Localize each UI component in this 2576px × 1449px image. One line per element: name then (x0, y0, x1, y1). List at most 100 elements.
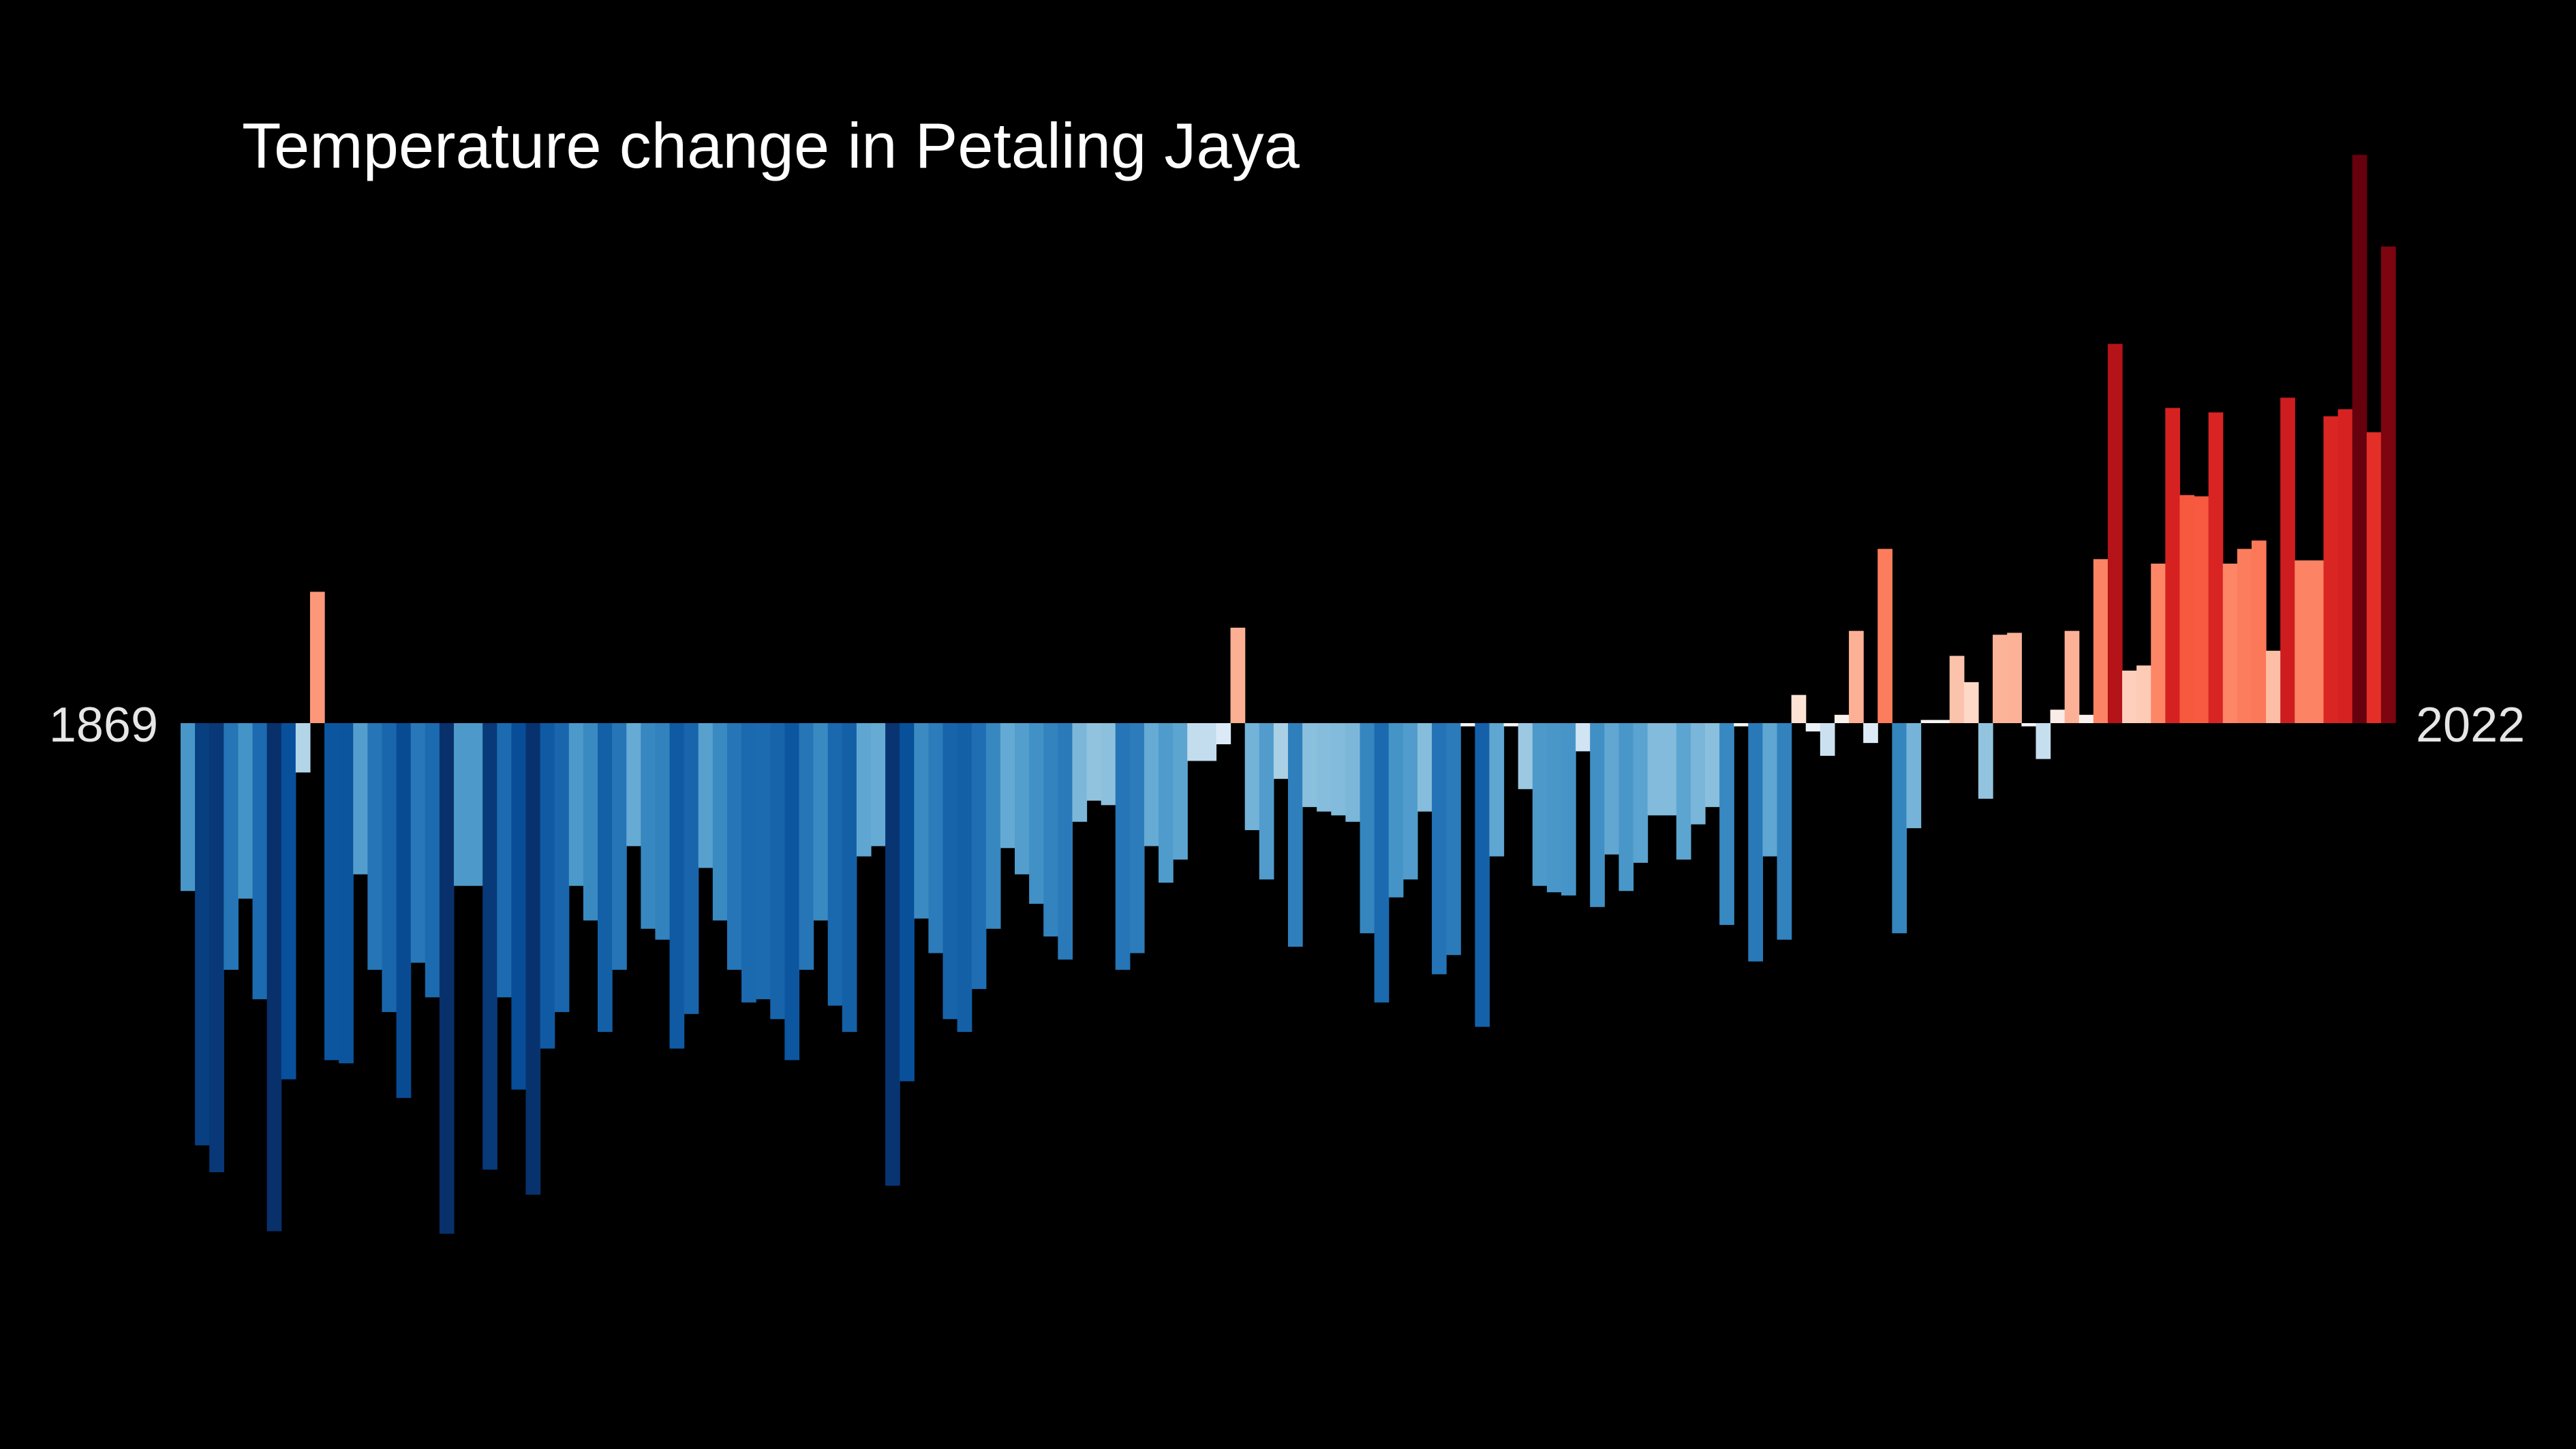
bar-2006 (2151, 563, 2166, 723)
bar-2008 (2179, 495, 2195, 723)
bar-1986 (1863, 723, 1878, 744)
bar-1883 (382, 723, 397, 1012)
bar-1996 (2007, 632, 2022, 723)
bar-1929 (1043, 723, 1058, 937)
bar-1976 (1719, 723, 1734, 926)
bar-1878 (309, 592, 325, 723)
bar-1959 (1475, 723, 1490, 1027)
bar-1903 (669, 723, 685, 1049)
bar-1904 (684, 723, 699, 1014)
bar-1947 (1302, 723, 1317, 808)
bar-1979 (1762, 723, 1778, 857)
bar-1960 (1489, 723, 1505, 857)
bar-1995 (1993, 635, 2008, 723)
bar-1906 (712, 723, 728, 921)
bar-2000 (2064, 630, 2080, 723)
bar-1874 (252, 723, 268, 1000)
bar-1922 (942, 723, 958, 1020)
bar-2017 (2309, 560, 2325, 723)
bar-1925 (985, 723, 1001, 929)
bar-1981 (1791, 695, 1807, 723)
bar-1982 (1805, 723, 1821, 732)
bar-1955 (1417, 723, 1432, 812)
bar-2013 (2251, 540, 2267, 723)
bar-1948 (1317, 723, 1332, 812)
bar-1924 (971, 723, 987, 990)
bar-1892 (511, 723, 527, 1090)
bar-1930 (1058, 723, 1073, 960)
bar-1975 (1705, 723, 1720, 808)
bar-2022 (2380, 246, 2396, 723)
bar-1905 (698, 723, 714, 868)
bar-1908 (741, 723, 756, 1003)
bar-1961 (1503, 723, 1519, 727)
bar-1902 (655, 723, 671, 940)
bar-1933 (1101, 723, 1116, 806)
bar-1927 (1015, 723, 1030, 874)
bar-1919 (900, 723, 915, 1082)
bar-1952 (1374, 723, 1390, 1003)
bar-1939 (1187, 723, 1202, 761)
bar-1909 (756, 723, 771, 1000)
bar-1896 (568, 723, 584, 886)
bar-1945 (1273, 723, 1289, 779)
bar-1983 (1820, 723, 1835, 756)
bar-1964 (1546, 723, 1562, 893)
bar-1989 (1906, 723, 1922, 829)
bar-2019 (2337, 409, 2353, 723)
bar-1891 (497, 723, 512, 998)
bar-1881 (353, 723, 368, 874)
bar-1987 (1877, 549, 1892, 723)
bar-1895 (554, 723, 570, 1012)
bar-1951 (1360, 723, 1375, 934)
bar-1882 (367, 723, 383, 970)
bar-1870 (195, 723, 210, 1146)
bar-2007 (2165, 408, 2181, 723)
bar-1991 (1935, 720, 1950, 723)
bar-1887 (439, 723, 455, 1234)
bar-1990 (1920, 720, 1936, 723)
bar-2016 (2295, 560, 2310, 723)
bar-1871 (209, 723, 224, 1172)
bar-1946 (1288, 723, 1303, 947)
bar-1936 (1144, 723, 1159, 846)
bar-1914 (827, 723, 843, 1006)
bar-1967 (1590, 723, 1605, 907)
bar-2003 (2107, 344, 2123, 723)
bar-1972 (1661, 723, 1677, 816)
bar-1956 (1432, 723, 1447, 975)
bar-2020 (2352, 155, 2367, 724)
bar-1917 (870, 723, 886, 846)
bar-1958 (1460, 723, 1475, 727)
bar-1899 (612, 723, 627, 970)
bar-1941 (1216, 723, 1231, 745)
bar-1935 (1129, 723, 1145, 954)
bar-1973 (1676, 723, 1691, 860)
bar-1901 (641, 723, 656, 929)
bar-1886 (425, 723, 440, 998)
bar-1938 (1173, 723, 1188, 860)
chart-title: Temperature change in Petaling Jaya (242, 110, 1300, 181)
bar-1966 (1576, 723, 1591, 752)
bar-1893 (525, 723, 541, 1195)
bar-1890 (482, 723, 497, 1170)
bar-1898 (598, 723, 613, 1033)
bar-1992 (1949, 656, 1965, 723)
bar-1932 (1086, 723, 1102, 801)
bar-1912 (799, 723, 814, 970)
bar-1916 (856, 723, 872, 857)
bar-1889 (468, 723, 483, 886)
bar-1913 (813, 723, 829, 921)
bar-1869 (181, 723, 196, 891)
bar-1928 (1029, 723, 1044, 904)
bar-1931 (1072, 723, 1088, 822)
bar-1879 (324, 723, 339, 1061)
bar-2004 (2122, 670, 2137, 723)
bar-1888 (453, 723, 469, 886)
bar-series (181, 155, 2396, 1234)
bar-1940 (1201, 723, 1217, 761)
bar-1880 (339, 723, 354, 1064)
bar-2014 (2266, 650, 2281, 723)
bar-2001 (2079, 714, 2094, 723)
